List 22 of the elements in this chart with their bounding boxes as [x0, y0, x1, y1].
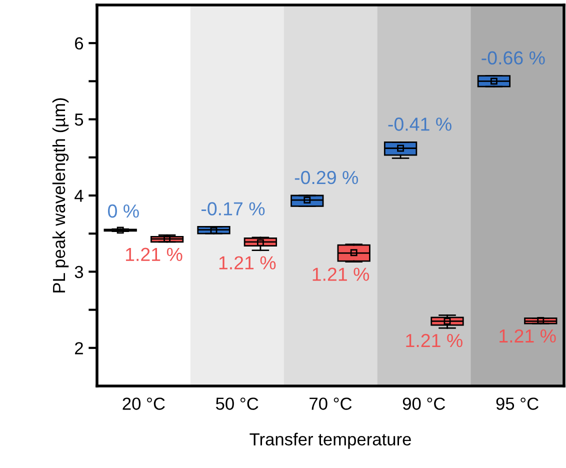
x-tick-label: 50 °C [216, 398, 258, 410]
text: 0 % [108, 204, 139, 218]
y-axis-title: PL peak wavelength (µm) [52, 98, 69, 292]
x-tick-label: 20 °C [122, 398, 165, 410]
x-tick-label: 90 °C [402, 398, 446, 410]
text: 1.21 % [126, 248, 182, 262]
text: 1.21 % [406, 334, 462, 348]
y-tick-label: 3 [74, 266, 84, 278]
text: 1.21 % [312, 268, 370, 281]
text: -0.29 % [294, 170, 358, 184]
y-tick-label: 2 [75, 342, 83, 354]
x-tick-label: 70 °C [310, 398, 352, 410]
text: 1.21 % [219, 256, 276, 270]
y-tick-label: 5 [74, 114, 84, 126]
text: -0.17 % [202, 202, 265, 216]
text: -0.41 % [388, 118, 452, 131]
y-tick-label: 4 [74, 190, 84, 202]
x-tick-label: 95 °C [496, 398, 538, 410]
text: 1.21 % [500, 329, 556, 343]
y-tick-label: 6 [75, 37, 84, 50]
x-axis-title: Transfer temperature [250, 432, 411, 449]
text: -0.66 % [482, 51, 545, 65]
